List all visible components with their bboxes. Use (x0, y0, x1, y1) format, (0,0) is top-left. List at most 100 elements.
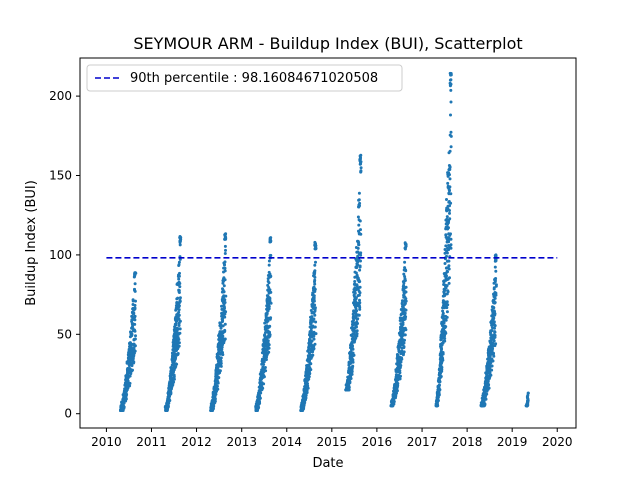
data-point (178, 327, 182, 331)
data-point (219, 326, 223, 330)
data-point (314, 320, 318, 324)
data-point (358, 291, 362, 295)
data-point (358, 201, 362, 205)
data-point (312, 347, 316, 351)
data-point (358, 298, 361, 302)
data-point (448, 149, 452, 153)
data-point (134, 271, 138, 275)
data-point (526, 391, 530, 395)
data-point (449, 73, 453, 77)
data-point (484, 397, 488, 401)
data-point (259, 391, 263, 395)
data-point (128, 381, 132, 385)
data-point (359, 232, 363, 236)
data-point (443, 262, 447, 265)
plot-area (79, 57, 577, 429)
data-point (489, 373, 493, 377)
y-axis: 0 50 100 150 200 (49, 89, 80, 421)
data-point (449, 100, 453, 104)
data-point (438, 388, 442, 392)
data-point (447, 281, 451, 285)
data-point (264, 331, 267, 334)
data-point (172, 375, 176, 379)
data-point (133, 306, 137, 310)
data-point (359, 170, 363, 174)
data-point (399, 364, 403, 367)
data-point (443, 337, 447, 340)
data-point (449, 134, 453, 138)
data-point (448, 209, 451, 212)
data-point (443, 251, 447, 255)
y-tick-label: 100 (49, 248, 72, 262)
data-point (440, 348, 443, 352)
data-point (448, 185, 452, 189)
data-point (404, 299, 408, 303)
x-tick-label: 2018 (452, 435, 483, 449)
data-point (492, 352, 495, 356)
data-point (304, 393, 308, 397)
data-point (130, 364, 134, 368)
x-tick-label: 2011 (136, 435, 167, 449)
data-point (357, 198, 361, 202)
data-point (404, 308, 408, 312)
data-point (355, 329, 359, 333)
data-point (314, 260, 317, 264)
data-point (176, 296, 180, 300)
data-point (492, 287, 496, 291)
data-point (347, 388, 351, 392)
data-point (267, 307, 271, 311)
data-point (353, 291, 357, 295)
data-point (494, 284, 498, 288)
data-point (302, 405, 306, 409)
data-point (355, 332, 359, 336)
data-point (269, 274, 273, 278)
data-point (223, 322, 227, 326)
data-point (269, 253, 273, 257)
data-point (223, 315, 227, 319)
data-point (223, 252, 227, 255)
data-point (171, 383, 175, 387)
data-point (216, 387, 220, 391)
data-point (177, 341, 181, 345)
data-point (269, 290, 273, 294)
data-point (310, 315, 314, 319)
data-point (224, 310, 228, 314)
data-point (447, 267, 451, 271)
data-point (441, 311, 445, 315)
data-point (354, 271, 358, 275)
data-point (359, 253, 363, 257)
data-point (404, 328, 408, 332)
data-point (177, 260, 181, 264)
data-point (129, 372, 133, 376)
data-point (177, 263, 181, 267)
data-point (400, 357, 404, 361)
data-point (268, 330, 271, 334)
data-point (359, 228, 362, 232)
data-point (445, 310, 449, 314)
data-point (491, 359, 495, 363)
data-point (220, 348, 224, 352)
data-point (178, 282, 182, 285)
data-point (392, 400, 396, 404)
data-point (449, 201, 453, 205)
data-point (177, 308, 181, 312)
data-point (307, 377, 311, 381)
data-point (398, 377, 402, 381)
data-point (169, 391, 173, 395)
data-point (438, 380, 442, 384)
data-point (223, 301, 227, 304)
data-point (177, 310, 181, 314)
data-point (311, 292, 315, 296)
data-point (222, 262, 226, 266)
data-point (449, 237, 453, 241)
data-point (267, 263, 271, 267)
data-point (312, 337, 316, 341)
data-point (404, 297, 408, 301)
data-point (178, 331, 182, 335)
data-point (355, 334, 359, 338)
data-point (262, 382, 266, 386)
data-point (177, 313, 181, 317)
data-point (356, 246, 360, 250)
data-point (219, 364, 223, 368)
data-point (354, 296, 358, 300)
